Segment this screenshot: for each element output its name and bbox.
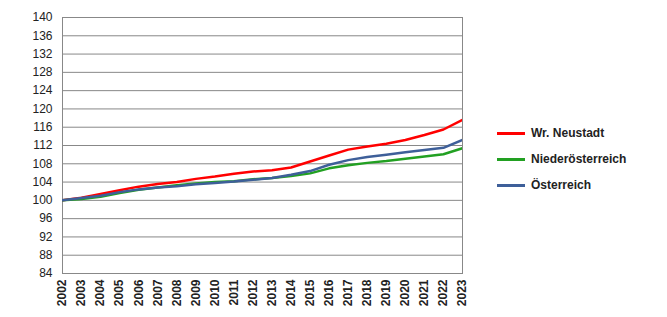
svg-text:104: 104 [32, 175, 52, 189]
svg-text:2023: 2023 [455, 279, 469, 306]
svg-text:2013: 2013 [265, 279, 279, 306]
svg-text:100: 100 [32, 193, 52, 207]
svg-text:140: 140 [32, 10, 52, 24]
html-text:Wr. Neustadt: Wr. Neustadt [531, 126, 605, 140]
svg-text:120: 120 [32, 102, 52, 116]
svg-text:2021: 2021 [417, 279, 431, 306]
svg-text:112: 112 [33, 138, 52, 152]
svg-text:108: 108 [32, 157, 52, 171]
svg-text:116: 116 [33, 120, 52, 134]
svg-text:2009: 2009 [189, 279, 203, 306]
svg-text:2011: 2011 [227, 279, 241, 305]
svg-text:2017: 2017 [341, 279, 355, 306]
svg-text:2014: 2014 [284, 279, 298, 306]
svg-text:92: 92 [39, 230, 53, 244]
svg-text:2018: 2018 [360, 279, 374, 306]
svg-text:2012: 2012 [246, 279, 260, 306]
svg-text:2019: 2019 [379, 279, 393, 306]
svg-text:96: 96 [39, 211, 53, 225]
svg-text:2022: 2022 [436, 279, 450, 306]
svg-text:88: 88 [39, 248, 53, 262]
svg-text:2005: 2005 [112, 279, 126, 306]
svg-text:2004: 2004 [93, 279, 107, 306]
html-text:Niederösterreich: Niederösterreich [531, 152, 627, 166]
svg-text:132: 132 [32, 47, 52, 61]
svg-text:2016: 2016 [322, 279, 336, 306]
svg-text:2010: 2010 [208, 279, 222, 306]
svg-text:124: 124 [32, 83, 52, 97]
svg-text:2003: 2003 [74, 279, 88, 306]
html-text:Österreich: Österreich [531, 178, 591, 192]
svg-text:2007: 2007 [151, 279, 165, 306]
svg-text:2015: 2015 [303, 279, 317, 306]
svg-text:128: 128 [32, 65, 52, 79]
svg-text:84: 84 [39, 266, 53, 280]
svg-text:2002: 2002 [55, 279, 69, 306]
svg-text:136: 136 [32, 29, 52, 43]
svg-text:2006: 2006 [132, 279, 146, 306]
svg-text:2020: 2020 [398, 279, 412, 306]
svg-text:2008: 2008 [170, 279, 184, 306]
